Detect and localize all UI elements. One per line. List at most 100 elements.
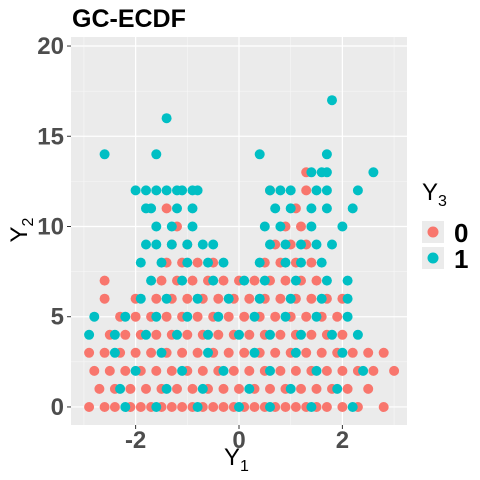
data-point bbox=[146, 275, 157, 286]
data-point bbox=[321, 167, 332, 178]
data-point bbox=[223, 347, 234, 358]
data-point bbox=[203, 257, 213, 268]
data-point bbox=[208, 402, 219, 412]
data-point bbox=[265, 365, 275, 376]
data-point bbox=[203, 347, 213, 358]
data-point bbox=[270, 203, 281, 214]
data-point bbox=[327, 329, 337, 340]
data-point bbox=[280, 311, 291, 322]
data-point bbox=[363, 347, 374, 358]
data-point bbox=[347, 402, 358, 412]
data-point bbox=[321, 203, 332, 214]
data-point bbox=[234, 402, 244, 412]
data-point bbox=[337, 402, 348, 412]
data-point bbox=[172, 203, 182, 214]
legend: Y3 01 bbox=[422, 179, 468, 274]
data-point bbox=[306, 329, 317, 340]
y-axis-ticks: 0 5 10 15 20 bbox=[37, 33, 71, 421]
series-0 bbox=[84, 167, 400, 412]
data-point bbox=[306, 221, 317, 232]
data-point bbox=[177, 185, 188, 196]
data-point bbox=[296, 239, 306, 250]
data-point bbox=[244, 293, 255, 304]
data-point bbox=[249, 347, 260, 358]
data-point bbox=[109, 402, 120, 412]
data-point bbox=[99, 347, 110, 358]
data-point bbox=[130, 347, 141, 358]
data-point bbox=[296, 383, 306, 394]
data-point bbox=[368, 365, 379, 376]
data-point bbox=[197, 365, 208, 376]
data-point bbox=[192, 402, 203, 412]
data-point bbox=[316, 347, 327, 358]
data-point bbox=[378, 402, 389, 412]
data-point bbox=[280, 239, 291, 250]
data-point bbox=[280, 275, 291, 286]
data-point bbox=[141, 185, 151, 196]
data-point bbox=[275, 329, 286, 340]
data-point bbox=[363, 383, 374, 394]
data-point bbox=[321, 365, 332, 376]
data-point bbox=[182, 239, 193, 250]
data-point bbox=[259, 221, 270, 232]
data-point bbox=[301, 185, 312, 196]
data-point bbox=[234, 383, 244, 394]
data-point bbox=[151, 149, 162, 160]
data-point bbox=[280, 257, 291, 268]
data-point bbox=[141, 329, 151, 340]
data-point bbox=[249, 402, 260, 412]
data-point bbox=[254, 149, 265, 160]
data-point bbox=[120, 329, 131, 340]
data-point bbox=[234, 329, 244, 340]
data-point bbox=[327, 95, 337, 106]
y-tick-label: 10 bbox=[37, 213, 64, 240]
data-point bbox=[213, 293, 224, 304]
y-axis-title-main: Y bbox=[6, 226, 33, 242]
legend-label-0: 0 bbox=[454, 218, 468, 248]
data-point bbox=[187, 275, 198, 286]
y-tick-label: 0 bbox=[51, 394, 64, 421]
data-point bbox=[311, 311, 322, 322]
data-point bbox=[187, 383, 198, 394]
data-point bbox=[275, 293, 286, 304]
data-point bbox=[146, 203, 157, 214]
data-point bbox=[151, 329, 162, 340]
data-point bbox=[301, 347, 312, 358]
x-axis-title-main: Y bbox=[224, 444, 240, 471]
data-point bbox=[311, 275, 322, 286]
y-axis-title-subscript: 2 bbox=[20, 217, 37, 226]
data-point bbox=[290, 402, 301, 412]
data-point bbox=[285, 293, 296, 304]
data-point bbox=[192, 257, 203, 268]
data-point bbox=[192, 347, 203, 358]
data-point bbox=[213, 311, 224, 322]
series-1 bbox=[84, 95, 379, 412]
data-point bbox=[332, 383, 343, 394]
data-point bbox=[347, 203, 358, 214]
data-point bbox=[296, 221, 306, 232]
data-point bbox=[104, 365, 115, 376]
legend-label-1: 1 bbox=[454, 244, 468, 274]
data-point bbox=[192, 185, 203, 196]
data-point bbox=[321, 402, 332, 412]
data-point bbox=[120, 365, 131, 376]
data-point bbox=[125, 383, 136, 394]
data-point bbox=[223, 311, 234, 322]
chart-title: GC-ECDF bbox=[72, 5, 186, 33]
legend-key-0 bbox=[427, 226, 439, 238]
data-point bbox=[301, 311, 312, 322]
y-axis-title: Y2 bbox=[6, 217, 37, 242]
data-point bbox=[151, 293, 162, 304]
data-point bbox=[166, 365, 177, 376]
data-point bbox=[249, 311, 260, 322]
data-point bbox=[208, 275, 219, 286]
data-point bbox=[337, 365, 348, 376]
data-point bbox=[197, 239, 208, 250]
data-point bbox=[203, 329, 213, 340]
data-point bbox=[213, 329, 224, 340]
data-point bbox=[311, 239, 322, 250]
data-point bbox=[166, 239, 177, 250]
data-point bbox=[135, 257, 146, 268]
data-point bbox=[296, 257, 306, 268]
